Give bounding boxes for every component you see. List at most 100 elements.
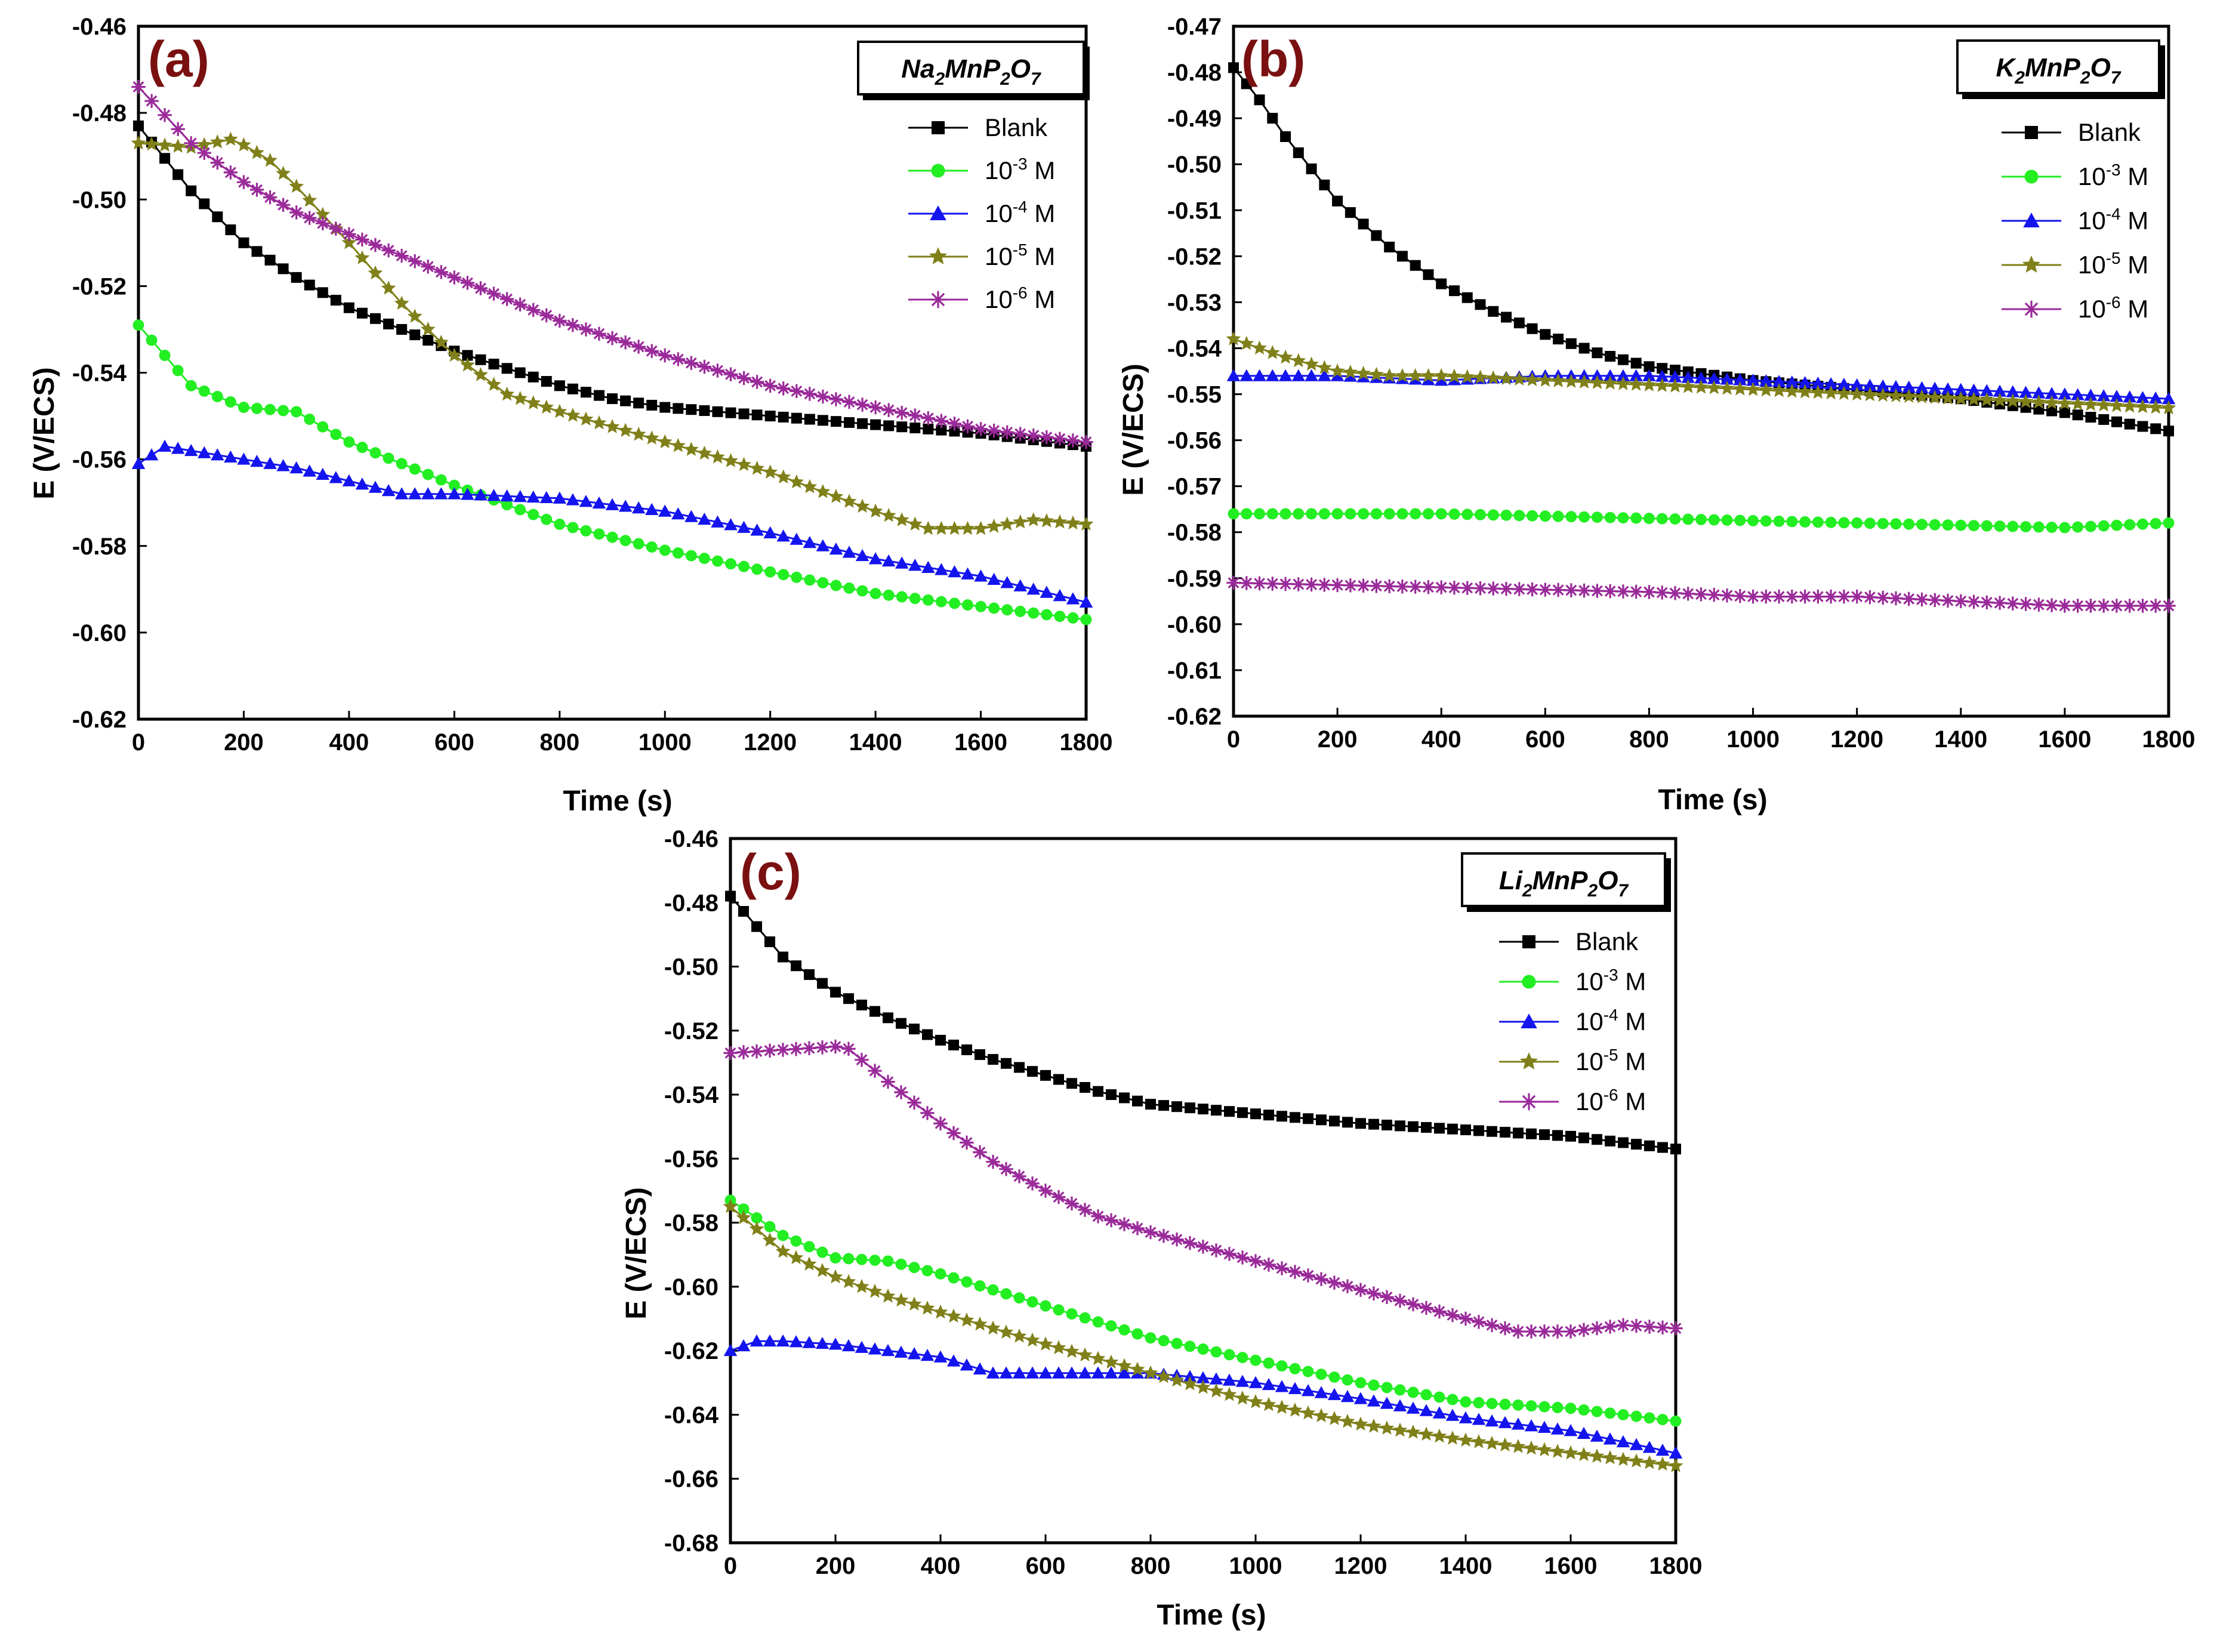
data-point <box>841 1041 856 1056</box>
data-point <box>1293 147 1304 158</box>
data-point <box>196 137 212 152</box>
data-point <box>1836 386 1852 400</box>
data-point <box>2046 522 2058 533</box>
data-point <box>1274 1400 1290 1414</box>
data-point <box>1332 195 1343 207</box>
data-point <box>1248 1376 1263 1388</box>
data-point <box>409 463 421 475</box>
data-point <box>330 429 342 440</box>
data-point <box>2006 596 2020 611</box>
data-point <box>933 1350 948 1363</box>
data-point <box>330 294 341 306</box>
data-point <box>1510 1439 1526 1453</box>
plot-area: 0 200 400 600 800 1000 1200 1400 1600 1800 -0.46 -0… <box>72 14 1113 756</box>
data-point <box>500 489 514 502</box>
data-point <box>1000 576 1014 588</box>
x-tick-label: 600 <box>434 729 474 756</box>
series-10-5-m <box>723 1198 1683 1472</box>
data-point <box>1447 581 1461 595</box>
data-point <box>1602 375 1618 390</box>
data-point <box>1447 1394 1458 1406</box>
data-point <box>670 437 686 452</box>
data-point <box>1278 577 1293 591</box>
data-point <box>1577 1323 1591 1337</box>
data-point <box>1954 594 1968 608</box>
data-point <box>618 335 633 350</box>
data-point <box>513 297 528 312</box>
data-point <box>738 408 750 420</box>
series-10-6-m <box>1226 575 2176 613</box>
data-point <box>1721 514 1733 526</box>
data-point <box>1605 350 1616 362</box>
data-point <box>488 358 499 369</box>
data-point <box>1592 1134 1602 1145</box>
data-point <box>1093 1086 1103 1097</box>
data-point <box>791 412 802 424</box>
data-point <box>777 1229 789 1241</box>
data-point <box>486 377 501 391</box>
data-point <box>1615 1451 1631 1466</box>
legend-swatch-marker <box>1519 1052 1538 1070</box>
data-point <box>1565 338 1577 349</box>
data-point <box>435 474 447 486</box>
data-point <box>343 436 355 448</box>
data-point <box>1345 508 1356 520</box>
data-point <box>1079 1312 1091 1324</box>
data-point <box>1131 1328 1143 1340</box>
data-point <box>1578 343 1590 354</box>
data-point <box>908 408 922 423</box>
data-point <box>291 272 302 283</box>
data-point <box>251 246 263 257</box>
data-point <box>1603 1320 1617 1334</box>
data-point <box>750 461 764 475</box>
data-point <box>1785 589 1799 604</box>
data-point <box>830 987 841 998</box>
data-point <box>1657 1414 1669 1425</box>
data-point <box>1484 1435 1500 1450</box>
data-point <box>1080 614 1092 625</box>
data-point <box>131 135 146 150</box>
legend-swatch-marker <box>2023 212 2040 227</box>
data-point <box>750 1044 764 1059</box>
data-point <box>870 419 881 430</box>
data-point <box>591 415 607 430</box>
data-point <box>1941 382 1955 394</box>
data-point <box>1850 589 1864 604</box>
legend-label-10-4-m: 10-4 M <box>2078 205 2148 235</box>
data-point <box>1419 1426 1434 1441</box>
data-point <box>1526 1128 1537 1139</box>
data-point <box>776 381 791 396</box>
legend-swatch-marker <box>929 291 947 309</box>
data-point <box>1655 1456 1670 1471</box>
data-point <box>1670 1144 1681 1155</box>
x-tick-label: 1200 <box>1830 726 1883 753</box>
data-point <box>434 487 448 500</box>
data-point <box>1473 581 1488 596</box>
data-point <box>631 501 646 514</box>
y-tick-label: -0.60 <box>72 620 127 646</box>
data-point <box>1012 1329 1027 1343</box>
data-point <box>946 1354 961 1367</box>
data-point <box>1942 519 1954 531</box>
data-point <box>303 464 316 477</box>
data-point <box>592 326 606 341</box>
data-point <box>2044 394 2059 409</box>
data-point <box>1630 512 1642 524</box>
data-point <box>1410 260 1421 271</box>
data-point <box>514 504 526 516</box>
data-point <box>526 395 541 409</box>
y-tick-label: -0.60 <box>664 1274 719 1300</box>
data-point <box>211 390 223 402</box>
y-tick-label: -0.59 <box>1167 566 1222 592</box>
data-point <box>1315 1369 1327 1380</box>
data-point <box>1080 1082 1090 1093</box>
legend-entry-10-3-m: 10-3 M <box>1575 966 1646 995</box>
data-point <box>948 565 961 578</box>
data-point <box>1224 1106 1235 1117</box>
data-point <box>1888 388 1904 402</box>
data-point <box>2109 397 2124 412</box>
data-point <box>1460 581 1475 595</box>
data-point <box>329 471 343 483</box>
data-point <box>947 520 962 535</box>
legend-label-10-4-m: 10-4 M <box>985 198 1055 227</box>
